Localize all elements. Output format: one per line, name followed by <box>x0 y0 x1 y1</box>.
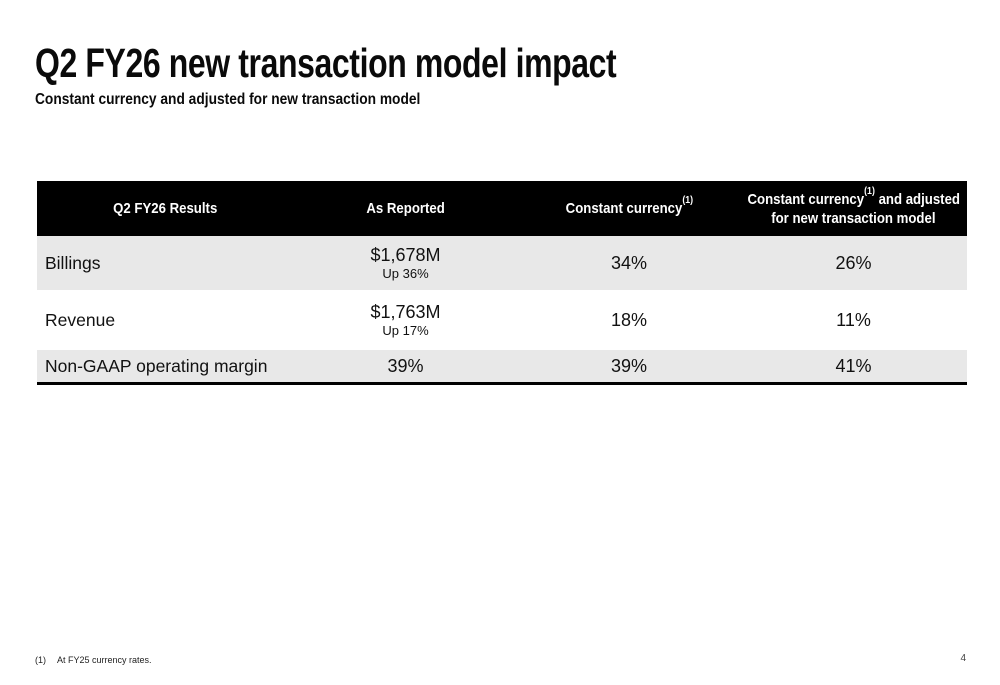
row-label: Revenue <box>45 309 116 330</box>
header-label-cc-adjusted-line1: Constant currency(1) and adjusted <box>747 186 960 209</box>
row-label: Billings <box>45 252 101 273</box>
header-cell-as-reported: As Reported <box>293 181 518 236</box>
row-label-cell: Billings <box>37 236 293 290</box>
header-label-results: Q2 FY26 Results <box>112 200 218 217</box>
cell-cc-adjusted: 11% <box>740 290 967 350</box>
header-label-cc-adjusted-line2: for new transaction model <box>771 209 936 227</box>
as-reported-growth: Up 36% <box>382 266 429 281</box>
cell-cc-adjusted: 26% <box>740 236 967 290</box>
header-cell-cc-adjusted: Constant currency(1) and adjusted for ne… <box>740 181 967 236</box>
constant-currency-value: 39% <box>610 356 648 376</box>
header-cell-results: Q2 FY26 Results <box>37 181 293 236</box>
cell-as-reported: $1,678M Up 36% <box>293 236 518 290</box>
page-number: 4 <box>960 653 966 664</box>
header-cell-constant-currency: Constant currency(1) <box>518 181 740 236</box>
footnote: (1) At FY25 currency rates. <box>35 655 152 665</box>
constant-currency-value: 34% <box>610 253 648 273</box>
row-label-cell: Non-GAAP operating margin <box>37 350 293 382</box>
table-row-revenue: Revenue $1,763M Up 17% 18% 11% <box>37 290 967 350</box>
header-label-as-reported: As Reported <box>366 200 445 217</box>
cell-constant-currency: 18% <box>518 290 740 350</box>
cell-constant-currency: 34% <box>518 236 740 290</box>
header-label-constant-currency: Constant currency(1) <box>565 196 692 218</box>
cc-adjusted-value: 41% <box>835 356 872 376</box>
cell-as-reported: $1,763M Up 17% <box>293 290 518 350</box>
cell-constant-currency: 39% <box>518 350 740 382</box>
header-label-text: Constant currency <box>747 190 864 208</box>
cell-as-reported: 39% <box>293 350 518 382</box>
as-reported-value: $1,763M <box>370 302 441 322</box>
footnote-text: At FY25 currency rates. <box>57 655 152 665</box>
slide-title: Q2 FY26 new transaction model impact <box>35 40 617 86</box>
table-row-non-gaap-operating-margin: Non-GAAP operating margin 39% 39% 41% <box>37 350 967 382</box>
table-row-billings: Billings $1,678M Up 36% 34% 26% <box>37 236 967 290</box>
cc-adjusted-value: 11% <box>836 310 871 330</box>
header-label-text: Constant currency <box>565 200 682 217</box>
as-reported-value: 39% <box>387 356 424 376</box>
row-label: Non-GAAP operating margin <box>45 355 268 376</box>
header-label-text: and adjusted <box>878 190 960 208</box>
footnote-ref-superscript: (1) <box>863 185 875 197</box>
table-header-row: Q2 FY26 Results As Reported Constant cur… <box>37 181 967 236</box>
footnote-marker: (1) <box>35 655 46 665</box>
slide-subtitle: Constant currency and adjusted for new t… <box>35 91 421 108</box>
results-table: Q2 FY26 Results As Reported Constant cur… <box>37 181 967 385</box>
cc-adjusted-value: 26% <box>835 253 872 273</box>
row-label-cell: Revenue <box>37 290 293 350</box>
footnote-ref-superscript: (1) <box>681 195 693 206</box>
as-reported-value: $1,678M <box>370 245 441 265</box>
cell-cc-adjusted: 41% <box>740 350 967 382</box>
constant-currency-value: 18% <box>610 310 648 330</box>
as-reported-growth: Up 17% <box>382 323 429 338</box>
